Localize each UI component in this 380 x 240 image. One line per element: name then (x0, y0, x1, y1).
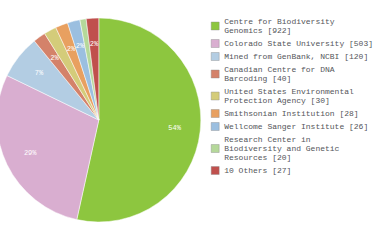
svg-text:Barcoding [40]: Barcoding [40] (224, 74, 291, 83)
svg-text:2%: 2% (76, 42, 85, 50)
svg-text:54%: 54% (168, 124, 181, 132)
svg-text:Colorado State University [503: Colorado State University [503] (224, 39, 373, 48)
svg-text:Canadian Centre for DNA: Canadian Centre for DNA (224, 65, 335, 74)
svg-text:29%: 29% (24, 149, 37, 157)
svg-text:7%: 7% (35, 69, 44, 77)
svg-text:Wellcome Sanger Institute [26]: Wellcome Sanger Institute [26] (224, 122, 368, 131)
svg-text:Resources [20]: Resources [20] (224, 153, 291, 162)
svg-text:Mined from GenBank, NCBI [120]: Mined from GenBank, NCBI [120] (224, 52, 368, 61)
svg-text:Research Center in: Research Center in (224, 135, 311, 144)
svg-text:2%: 2% (50, 54, 59, 62)
svg-text:Centre for Biodiversity: Centre for Biodiversity (224, 17, 335, 26)
svg-text:United States Environmental: United States Environmental (224, 87, 354, 96)
svg-text:2%: 2% (67, 45, 76, 53)
svg-text:Genomics [922]: Genomics [922] (224, 26, 291, 35)
svg-text:Protection Agency [30]: Protection Agency [30] (224, 96, 330, 105)
svg-text:10 Others [27]: 10 Others [27] (224, 166, 291, 175)
svg-text:Biodiversity and Genetic: Biodiversity and Genetic (224, 144, 339, 153)
svg-text:2%: 2% (90, 40, 99, 48)
svg-text:Smithsonian Institution [28]: Smithsonian Institution [28] (224, 109, 358, 118)
